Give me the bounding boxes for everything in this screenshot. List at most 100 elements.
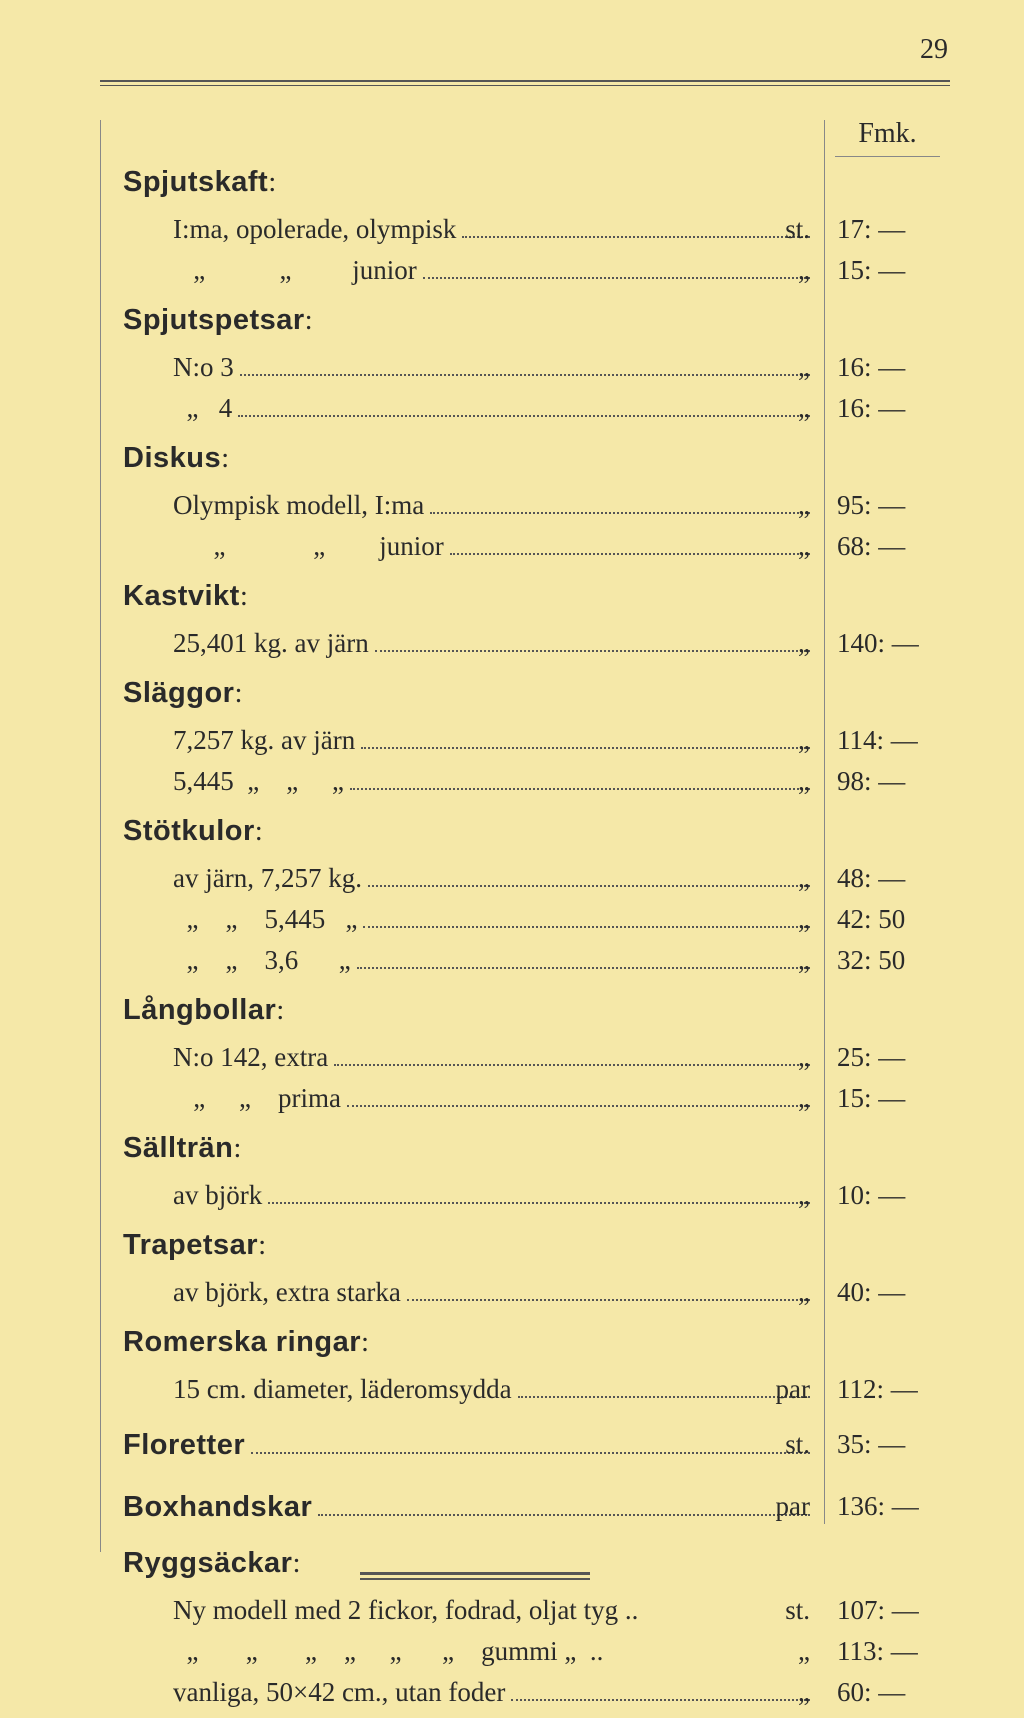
dot-leader <box>268 1202 810 1204</box>
heading-suffix: : <box>240 580 249 612</box>
fmk-underline <box>835 156 940 157</box>
price: 136: — <box>827 1491 952 1522</box>
price-row: Floretterst.35: — <box>123 1429 950 1477</box>
unit: „ <box>755 1677 820 1708</box>
unit: st. <box>755 214 820 245</box>
unit: „ <box>755 1180 820 1211</box>
section-heading: Stötkulor: <box>123 815 950 863</box>
dot-leader <box>238 415 810 417</box>
unit: „ <box>755 490 820 521</box>
heading-suffix: : <box>292 1547 301 1579</box>
top-rule <box>100 80 950 86</box>
heading-suffix: : <box>305 304 314 336</box>
heading-suffix: : <box>276 994 285 1026</box>
unit: „ <box>755 1636 820 1667</box>
heading-suffix: : <box>233 1132 242 1164</box>
unit: „ <box>755 766 820 797</box>
item-label: av järn, 7,257 kg. <box>173 863 362 894</box>
price-row: av björk, extra starka „40: — <box>123 1277 950 1318</box>
price-row: „ „ 5,445 „„42: 50 <box>123 904 950 945</box>
dot-leader <box>407 1299 810 1301</box>
item-label: „ „ 5,445 „ <box>173 904 357 935</box>
price-row: 7,257 kg. av järn„114: — <box>123 725 950 766</box>
price: 48: — <box>827 863 952 894</box>
unit: „ <box>755 1083 820 1114</box>
heading-label: Spjutskaft: <box>123 166 277 199</box>
item-label: Olympisk modell, I:ma <box>173 490 424 521</box>
item-label: „ „ junior <box>173 531 444 562</box>
price: 107: — <box>827 1595 952 1626</box>
heading-label: Floretter <box>123 1429 245 1462</box>
dot-leader <box>357 967 810 969</box>
dot-leader <box>375 650 810 652</box>
section-heading: Ryggsäckar: <box>123 1547 950 1595</box>
dot-leader <box>240 374 810 376</box>
price-row: „ „ junior„15: — <box>123 255 950 296</box>
price: 113: — <box>827 1636 952 1667</box>
unit: „ <box>755 1277 820 1308</box>
unit: „ <box>755 393 820 424</box>
price: 140: — <box>827 628 952 659</box>
item-label: 7,257 kg. av järn <box>173 725 355 756</box>
price-row: av järn, 7,257 kg. „48: — <box>123 863 950 904</box>
item-label: N:o 142, extra <box>173 1042 328 1073</box>
unit: „ <box>755 531 820 562</box>
price-row: „ 4„16: — <box>123 393 950 434</box>
heading-label: Romerska ringar: <box>123 1326 370 1359</box>
price-row: Olympisk modell, I:ma „95: — <box>123 490 950 531</box>
price-row: vanliga, 50×42 cm., utan foder„60: — <box>123 1677 950 1718</box>
item-label: av björk, extra starka <box>173 1277 401 1308</box>
unit: „ <box>755 628 820 659</box>
section-heading: Trapetsar: <box>123 1229 950 1277</box>
price: 15: — <box>827 1083 952 1114</box>
price: 42: 50 <box>827 904 952 935</box>
heading-suffix: : <box>255 815 264 847</box>
item-label: „ „ prima <box>173 1083 341 1114</box>
section-heading: Sällträn: <box>123 1132 950 1180</box>
item-label: 25,401 kg. av järn <box>173 628 369 659</box>
item-label: Ny modell med 2 fickor, fodrad, oljat ty… <box>173 1595 638 1626</box>
dot-leader <box>334 1064 810 1066</box>
price: 16: — <box>827 393 952 424</box>
fmk-header: Fmk. <box>825 118 950 157</box>
heading-label: Släggor: <box>123 677 243 710</box>
fmk-header-text: Fmk. <box>858 118 916 149</box>
content-area: Fmk. Spjutskaft: I:ma, opolerade, olympis… <box>100 120 950 1552</box>
price: 16: — <box>827 352 952 383</box>
item-label: 5,445 „ „ „ <box>173 766 344 797</box>
price: 95: — <box>827 490 952 521</box>
dot-leader <box>368 885 810 887</box>
price-row: 25,401 kg. av järn „140: — <box>123 628 950 669</box>
heading-label: Stötkulor: <box>123 815 263 848</box>
dot-leader <box>423 277 810 279</box>
item-label: „ „ 3,6 „ <box>173 945 351 976</box>
dot-leader <box>350 788 810 790</box>
page-number: 29 <box>920 34 948 66</box>
unit: „ <box>755 255 820 286</box>
unit: „ <box>755 1042 820 1073</box>
price-row: „ „ junior „68: — <box>123 531 950 572</box>
page: 29 Fmk. Spjutskaft: I:ma, opolerade, olym… <box>0 0 1024 1592</box>
item-label: N:o 3 <box>173 352 234 383</box>
section-heading: Diskus: <box>123 442 950 490</box>
section-heading: Romerska ringar: <box>123 1326 950 1374</box>
dot-leader <box>347 1105 810 1107</box>
price: 25: — <box>827 1042 952 1073</box>
section-heading: Spjutspetsar: <box>123 304 950 352</box>
price: 40: — <box>827 1277 952 1308</box>
rows-container: Spjutskaft:I:ma, opolerade, olympiskst.1… <box>101 120 950 1718</box>
unit: „ <box>755 352 820 383</box>
dot-leader <box>430 512 810 514</box>
dot-leader <box>361 747 810 749</box>
price: 68: — <box>827 531 952 562</box>
section-heading: Spjutskaft: <box>123 166 950 214</box>
price: 15: — <box>827 255 952 286</box>
price-row: „ „ „ „ „ „ gummi „ .. „113: — <box>123 1636 950 1677</box>
unit: „ <box>755 863 820 894</box>
item-label: I:ma, opolerade, olympisk <box>173 214 456 245</box>
unit: par <box>755 1491 820 1522</box>
heading-label: Boxhandskar <box>123 1491 312 1524</box>
price-row: Boxhandskar par136: — <box>123 1491 950 1539</box>
heading-label: Diskus: <box>123 442 230 475</box>
item-label: „ „ „ „ „ „ gummi „ .. <box>173 1636 603 1667</box>
